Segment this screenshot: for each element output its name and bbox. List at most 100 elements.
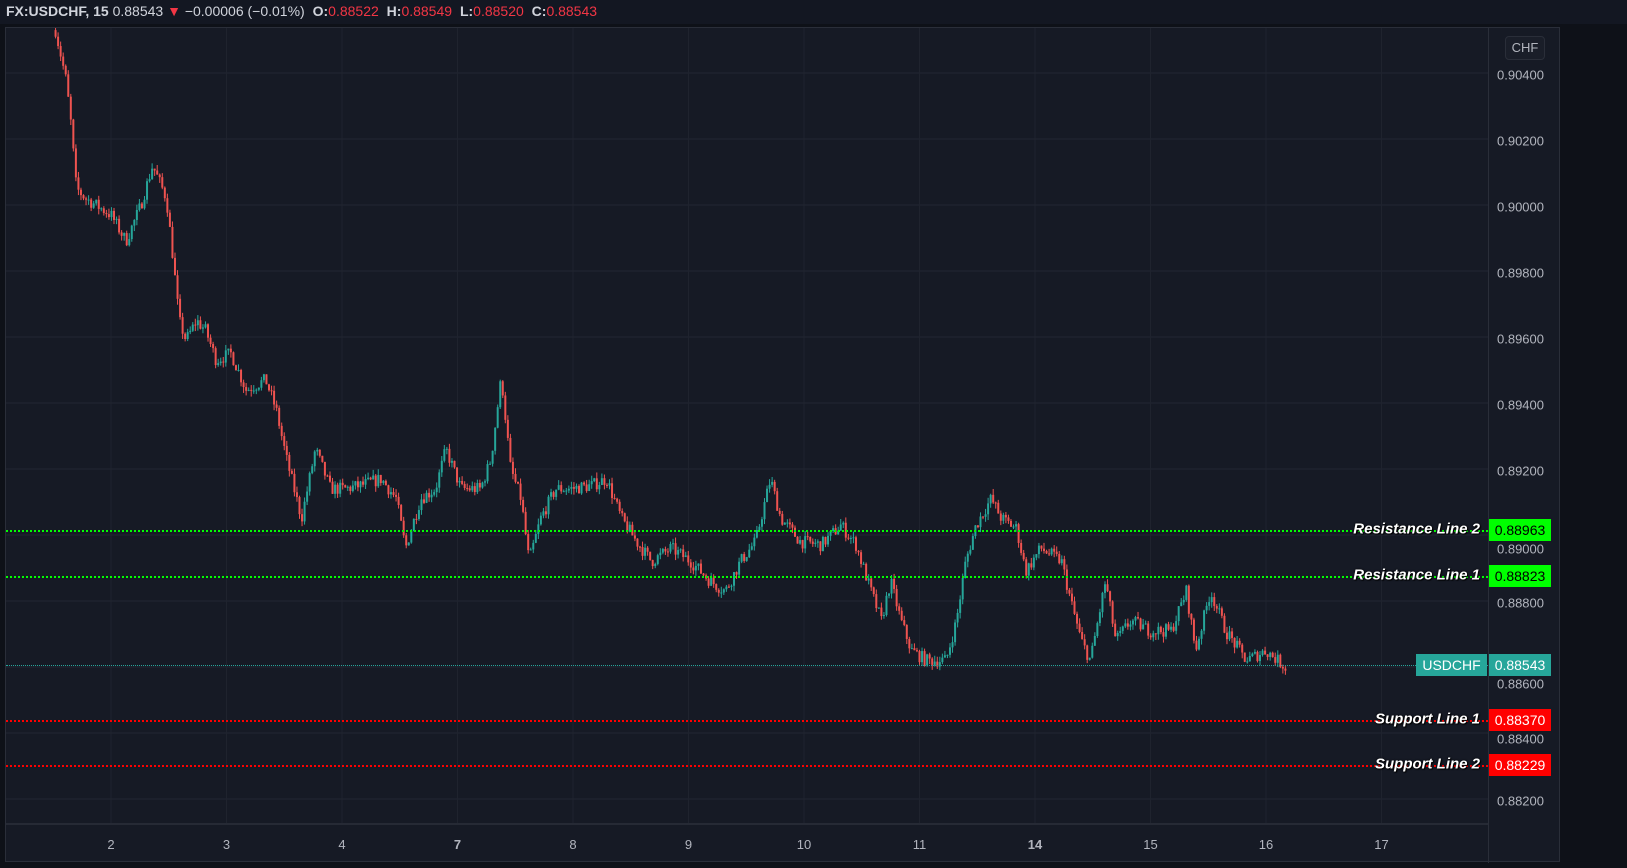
- candle-body: [816, 541, 819, 543]
- candle-body: [913, 648, 916, 651]
- candle-body: [921, 651, 924, 663]
- candle-body: [880, 607, 883, 617]
- candle-body: [179, 298, 182, 318]
- candle-body: [740, 554, 743, 562]
- candle-body: [148, 179, 151, 182]
- time-tick-label: 17: [1374, 837, 1389, 852]
- candle-body: [806, 536, 809, 538]
- candle-body: [1203, 610, 1206, 631]
- candle-body: [1025, 559, 1028, 576]
- currency-button[interactable]: CHF: [1505, 36, 1545, 60]
- time-axis[interactable]: 2 3 4 7 8 9 10 11 14 15 16 17: [6, 823, 1488, 865]
- candle-body: [199, 320, 202, 329]
- candle-body: [1180, 602, 1183, 607]
- candle-body: [560, 485, 563, 492]
- candle-body: [316, 449, 319, 452]
- candle-body: [689, 562, 692, 568]
- candle-body: [1281, 666, 1284, 669]
- candle-body: [1241, 644, 1244, 653]
- candle-body: [933, 661, 936, 665]
- candle-body: [801, 540, 804, 549]
- candle-body: [628, 524, 631, 532]
- candle-body: [153, 168, 156, 171]
- candle-body: [351, 485, 354, 492]
- candle-body: [555, 489, 558, 497]
- chart-pane[interactable]: USDCHF Resistance Line 2 Resistance Line …: [5, 27, 1561, 865]
- candle-body: [1246, 661, 1249, 663]
- candle-body: [865, 563, 868, 581]
- candle-body: [664, 549, 667, 552]
- resistance-line[interactable]: [6, 530, 1488, 532]
- candle-body: [135, 209, 138, 220]
- candle-body: [171, 226, 174, 258]
- price-tick-label: 0.90200: [1497, 133, 1544, 149]
- candle-body: [87, 199, 90, 201]
- resistance-line[interactable]: [6, 576, 1488, 578]
- candle-body: [214, 348, 217, 366]
- candle-body: [1223, 615, 1226, 633]
- candle-body: [1162, 632, 1165, 637]
- candle-body: [849, 537, 852, 539]
- candle-body: [1037, 545, 1040, 555]
- support-line[interactable]: [6, 765, 1488, 767]
- candle-body: [517, 481, 520, 484]
- candle-body: [1119, 630, 1122, 633]
- candle-body: [730, 585, 733, 587]
- candle-body: [1152, 633, 1155, 638]
- candle-body: [1078, 623, 1081, 632]
- candle-body: [524, 511, 527, 535]
- plot-area[interactable]: USDCHF Resistance Line 2 Resistance Line …: [6, 28, 1488, 823]
- candle-body: [90, 199, 93, 208]
- candle-body: [646, 547, 649, 552]
- candle-body: [692, 567, 695, 571]
- candle-body: [273, 390, 276, 405]
- candle-body: [753, 537, 756, 547]
- candle-body: [1012, 526, 1015, 528]
- candle-body: [1035, 554, 1038, 558]
- candle-body: [908, 638, 911, 649]
- candle-body: [725, 586, 728, 590]
- candle-body: [738, 561, 741, 575]
- resistance-price-badge: 0.88823: [1489, 565, 1551, 587]
- candle-body: [669, 544, 672, 552]
- candle-body: [1276, 654, 1279, 663]
- triangle-down-icon: ▼: [167, 3, 181, 19]
- symbol-title[interactable]: FX:USDCHF, 15: [6, 3, 109, 19]
- candle-body: [511, 461, 514, 474]
- candle-body: [722, 589, 725, 593]
- candle-body: [982, 516, 985, 518]
- price-tick-label: 0.90400: [1497, 67, 1544, 83]
- candle-body: [1172, 626, 1175, 631]
- candle-body: [288, 454, 291, 471]
- candle-body: [763, 502, 766, 520]
- candle-body: [509, 437, 512, 462]
- candle-body: [344, 485, 347, 488]
- candle-body: [1175, 621, 1178, 631]
- candle-body: [161, 177, 164, 188]
- candle-body: [77, 177, 80, 190]
- candle-body: [918, 651, 921, 663]
- candle-body: [240, 369, 243, 383]
- candle-body: [1063, 559, 1066, 570]
- candle-body: [971, 536, 974, 550]
- candle-body: [72, 119, 75, 149]
- support-line[interactable]: [6, 720, 1488, 722]
- candle-body: [450, 460, 453, 463]
- time-tick-label: 10: [796, 837, 812, 852]
- candle-body: [710, 577, 713, 586]
- candle-body: [1164, 624, 1167, 637]
- candle-body: [346, 486, 349, 488]
- candle-body: [534, 533, 537, 543]
- price-scale[interactable]: CHF 0.90400 0.90200 0.90000 0.89800 0.89600 0…: [1488, 28, 1561, 863]
- candle-body: [1170, 626, 1173, 630]
- candle-body: [699, 563, 702, 574]
- time-tick-label: 16: [1258, 837, 1274, 852]
- candle-body: [903, 620, 906, 625]
- candle-body: [529, 549, 532, 551]
- candle-body: [1032, 557, 1035, 568]
- candle-body: [1218, 608, 1221, 610]
- candle-body: [814, 542, 817, 544]
- candle-body: [926, 654, 929, 666]
- candle-body: [900, 610, 903, 621]
- candle-body: [496, 407, 499, 428]
